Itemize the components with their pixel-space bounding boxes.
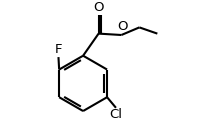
Text: F: F [55,43,62,56]
Text: Cl: Cl [110,108,122,121]
Text: O: O [117,20,127,33]
Text: O: O [93,1,104,14]
